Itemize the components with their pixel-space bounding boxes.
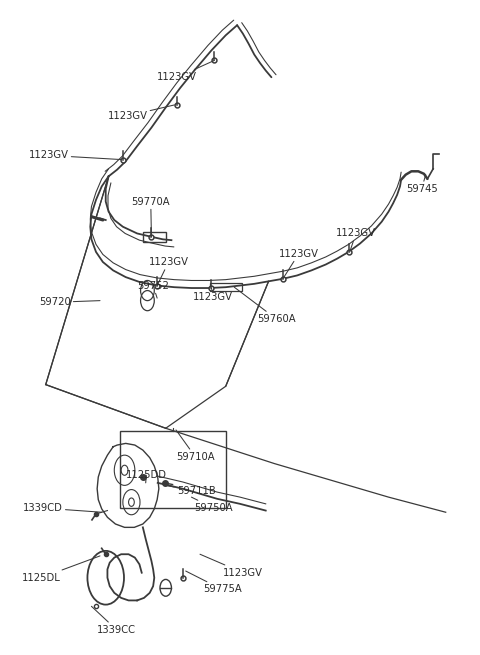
Text: 59711B: 59711B — [166, 485, 216, 496]
Text: 59710A: 59710A — [176, 430, 215, 462]
Text: 1123GV: 1123GV — [193, 288, 233, 302]
Text: 59750A: 59750A — [192, 497, 233, 513]
Text: 1339CD: 1339CD — [23, 503, 102, 513]
Text: 1123GV: 1123GV — [149, 257, 189, 286]
Text: 59770A: 59770A — [132, 196, 170, 237]
Text: 1339CC: 1339CC — [91, 607, 136, 635]
Text: 1125DD: 1125DD — [126, 470, 167, 483]
Text: 1123GV: 1123GV — [336, 229, 376, 252]
Text: 1125DL: 1125DL — [22, 556, 100, 583]
Text: 59760A: 59760A — [234, 287, 296, 324]
Text: 59752: 59752 — [137, 280, 169, 298]
Bar — [210, 283, 242, 291]
Bar — [120, 431, 226, 508]
Text: 1123GV: 1123GV — [200, 554, 263, 578]
Text: 59720: 59720 — [39, 297, 100, 307]
Text: 59775A: 59775A — [186, 571, 241, 595]
Text: 1123GV: 1123GV — [108, 105, 174, 121]
Text: 59745: 59745 — [406, 175, 437, 194]
Text: 1123GV: 1123GV — [279, 249, 319, 279]
Bar — [143, 232, 166, 242]
Text: 1123GV: 1123GV — [29, 151, 121, 160]
Text: 1123GV: 1123GV — [157, 60, 214, 83]
